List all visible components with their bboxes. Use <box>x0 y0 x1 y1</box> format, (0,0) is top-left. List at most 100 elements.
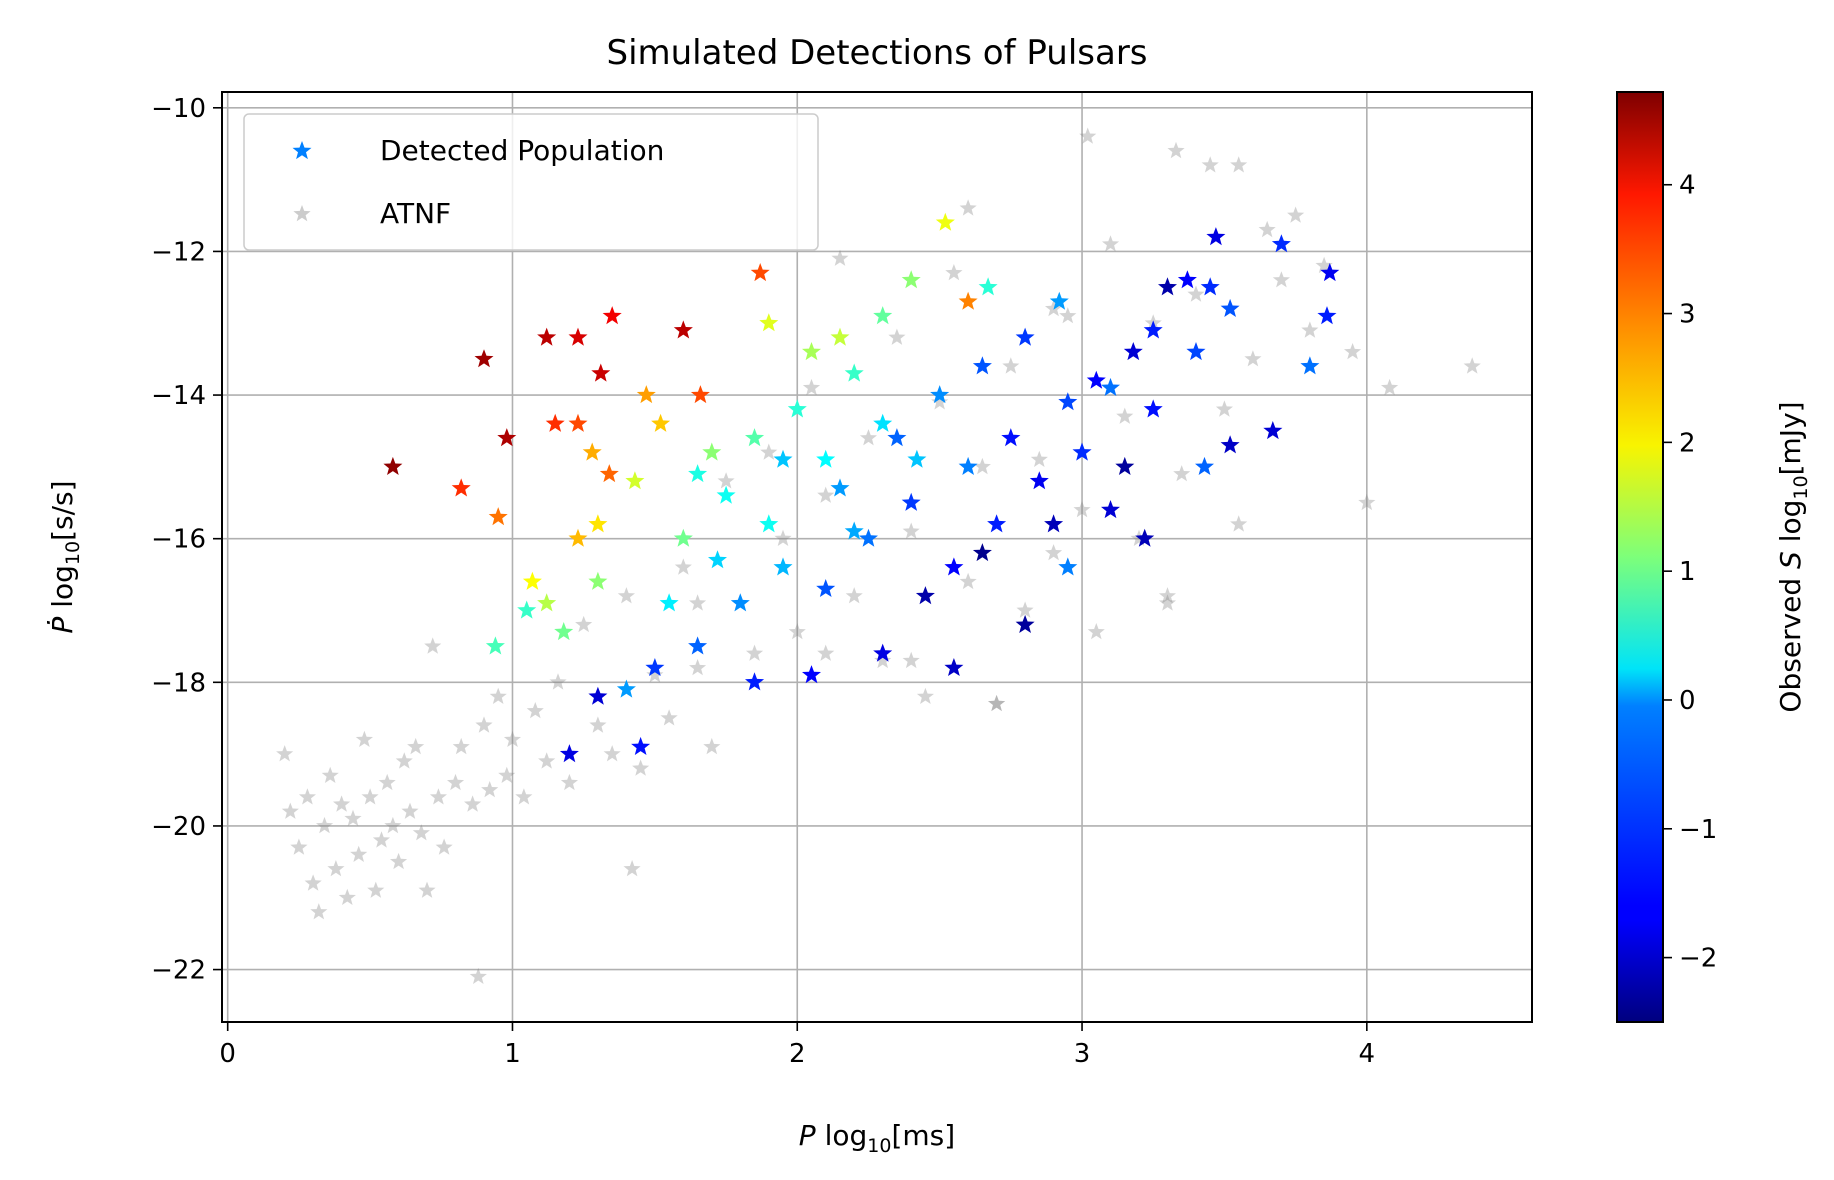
x-tick-label: 2 <box>789 1039 806 1069</box>
detected-point <box>873 643 893 662</box>
atnf-point <box>1116 407 1134 424</box>
atnf-point <box>344 809 362 826</box>
detected-point <box>591 363 611 382</box>
atnf-point <box>646 666 664 683</box>
atnf-point <box>412 824 430 841</box>
atnf-point <box>424 637 442 654</box>
detected-point <box>1015 614 1035 633</box>
detected-point <box>568 327 588 346</box>
detected-point <box>873 413 893 432</box>
atnf-point <box>355 730 373 747</box>
atnf-point <box>774 529 792 546</box>
atnf-point <box>1463 357 1481 374</box>
atnf-point <box>515 788 533 805</box>
detected-point <box>987 514 1007 533</box>
atnf-point <box>290 838 308 855</box>
atnf-point <box>802 378 821 396</box>
detected-point <box>773 449 793 468</box>
atnf-point <box>888 328 906 345</box>
legend-marker-detected <box>292 141 312 160</box>
detected-point <box>873 306 893 325</box>
detected-point <box>1049 291 1069 310</box>
atnf-point <box>333 795 351 812</box>
atnf-point <box>1087 623 1105 640</box>
detected-point <box>537 593 557 612</box>
atnf-point <box>560 773 578 791</box>
atnf-point <box>931 393 949 410</box>
x-axis: 0 1 2 3 4 <box>219 1022 1375 1069</box>
atnf-point <box>1315 256 1333 274</box>
atnf-point <box>1045 544 1063 561</box>
atnf-point <box>788 623 806 640</box>
detected-point <box>673 320 693 339</box>
atnf-point <box>603 745 621 762</box>
detected-point <box>907 449 927 468</box>
atnf-point <box>874 651 892 669</box>
atnf-point <box>1258 220 1276 238</box>
detected-point <box>599 464 619 483</box>
atnf-point <box>916 687 934 704</box>
detected-point <box>887 428 907 447</box>
detected-point <box>588 686 608 705</box>
detected-point <box>659 593 679 612</box>
y-tick-label: −18 <box>151 668 206 698</box>
atnf-point <box>1079 127 1097 144</box>
atnf-point <box>549 673 567 690</box>
atnf-point <box>1358 493 1376 511</box>
detected-point <box>1143 320 1163 339</box>
legend-box <box>243 113 819 251</box>
detected-point <box>787 399 807 418</box>
detected-point <box>582 442 602 461</box>
detected-point <box>1072 442 1092 461</box>
detected-point <box>958 456 978 475</box>
detected-point <box>750 263 770 282</box>
atnf-point <box>1201 156 1219 173</box>
atnf-point <box>1187 285 1205 302</box>
atnf-point <box>338 888 356 905</box>
atnf-point <box>1287 206 1305 223</box>
detected-point <box>716 485 736 504</box>
colorbar-tick-label: 4 <box>1679 171 1696 201</box>
atnf-point <box>316 816 334 834</box>
detected-point <box>1200 277 1220 296</box>
atnf-point <box>538 752 556 769</box>
detected-point <box>930 385 950 404</box>
atnf-point <box>1002 357 1020 374</box>
chart-title: Simulated Detections of Pulsars <box>606 33 1147 73</box>
atnf-point <box>1301 321 1319 338</box>
atnf-point <box>959 572 977 590</box>
colorbar-tick-label: 2 <box>1679 428 1696 458</box>
detected-point <box>858 528 878 547</box>
detected-point <box>651 413 671 432</box>
atnf-point <box>945 264 963 281</box>
x-tick-label: 0 <box>219 1039 236 1069</box>
atnf-point <box>1244 350 1262 367</box>
atnf-point <box>988 694 1006 712</box>
atnf-point <box>1102 235 1120 252</box>
detected-point <box>773 557 793 576</box>
atnf-point <box>407 737 425 755</box>
legend-marker-atnf <box>293 205 311 222</box>
detected-series <box>383 212 1340 763</box>
colorbar-gradient <box>1616 91 1664 1023</box>
atnf-point <box>1158 594 1176 611</box>
atnf-point <box>1158 587 1176 604</box>
atnf-point <box>321 766 339 783</box>
atnf-point <box>831 249 849 266</box>
detected-point <box>935 212 955 231</box>
atnf-point <box>575 615 593 633</box>
detected-point <box>383 456 403 475</box>
detected-point <box>517 600 537 619</box>
atnf-point <box>447 773 465 791</box>
y-tick-label: −10 <box>151 94 206 124</box>
detected-point <box>915 586 935 605</box>
atnf-point <box>489 687 507 704</box>
legend-label-detected: Detected Population <box>380 134 664 167</box>
detected-point <box>636 385 656 404</box>
atnf-point <box>350 845 368 862</box>
detected-point <box>802 665 821 684</box>
detected-point <box>1058 392 1078 411</box>
x-tick-label: 3 <box>1074 1039 1091 1069</box>
atnf-point <box>589 716 607 733</box>
